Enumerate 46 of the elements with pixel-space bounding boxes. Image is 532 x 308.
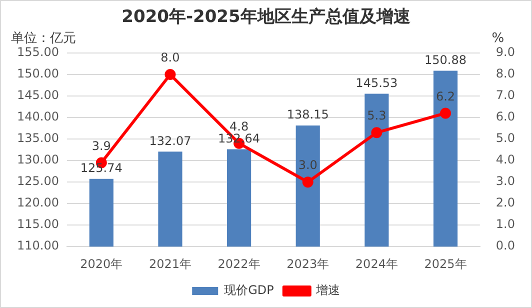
data-label: 125.74 <box>80 161 122 176</box>
data-label: 3.0 <box>298 158 318 172</box>
data-label: 8.0 <box>160 50 180 65</box>
x-tick-label: 2021年 <box>148 256 192 271</box>
y2-tick-label: 1.0 <box>496 217 516 232</box>
y-tick-label: 135.00 <box>16 131 59 146</box>
y2-tick-label: 9.0 <box>496 45 516 60</box>
y-tick-label: 115.00 <box>16 217 59 232</box>
data-label: 6.2 <box>436 89 456 104</box>
y-tick-label: 130.00 <box>16 152 59 167</box>
y-tick-label: 120.00 <box>16 196 59 210</box>
point <box>371 127 382 138</box>
data-label: 132.07 <box>149 134 192 148</box>
x-tick-label: 2020年 <box>80 256 123 271</box>
y-tick-label: 140.00 <box>16 110 59 124</box>
y2-tick-label: 0.0 <box>496 238 516 253</box>
point <box>164 69 176 80</box>
data-label: 145.53 <box>356 76 398 90</box>
y-tick-label: 145.00 <box>16 88 59 102</box>
y2-tick-label: 5.0 <box>496 131 516 146</box>
y-tick-label: 125.00 <box>16 174 59 188</box>
y-axis-title: 单位：亿元 <box>11 30 76 46</box>
x-tick-label: 2022年 <box>218 256 260 271</box>
y2-axis-title: % <box>492 30 504 46</box>
y2-tick-label: 4.0 <box>496 152 516 167</box>
legend-label: 增速 <box>314 283 340 298</box>
y-tick-label: 155.00 <box>16 45 59 60</box>
x-tick-label: 2025年 <box>424 256 467 271</box>
y2-tick-label: 7.0 <box>496 88 516 102</box>
y2-tick-label: 3.0 <box>496 174 516 188</box>
point <box>440 108 452 119</box>
point <box>302 176 314 188</box>
y-tick-label: 110.00 <box>16 238 59 253</box>
y2-tick-label: 2.0 <box>496 196 516 210</box>
data-label: 4.8 <box>229 119 249 134</box>
chart-title: 2020年-2025年地区生产总值及增速 <box>120 6 412 28</box>
x-tick-label: 2024年 <box>355 256 398 271</box>
y2-tick-label: 6.0 <box>496 110 516 124</box>
x-tick-label: 2023年 <box>286 256 330 271</box>
y-tick-label: 150.00 <box>16 66 59 81</box>
data-label: 150.88 <box>424 52 467 67</box>
data-label: 3.9 <box>92 138 111 153</box>
legend-label: 现价GDP <box>224 283 274 298</box>
y2-tick-label: 8.0 <box>496 66 516 81</box>
data-label: 5.3 <box>367 108 386 123</box>
data-label: 138.15 <box>286 108 329 122</box>
